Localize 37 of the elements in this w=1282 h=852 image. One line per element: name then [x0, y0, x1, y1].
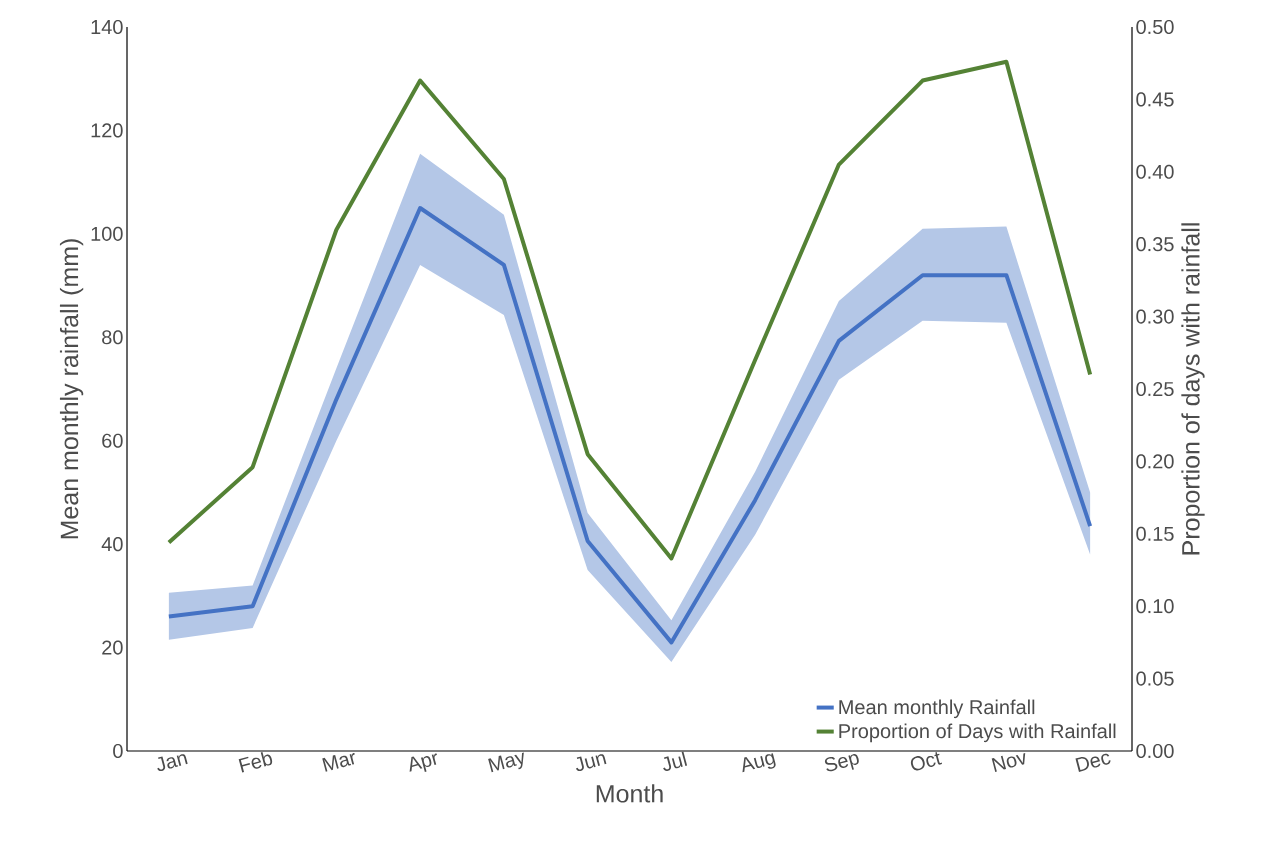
- y-axis-title: Mean monthly rainfall (mm): [59, 239, 84, 539]
- x-tick-label: Jul: [663, 751, 688, 771]
- y-tick-label: 60: [102, 433, 123, 448]
- y2-tick-label: 0.20: [1136, 454, 1174, 469]
- y-tick-label: 100: [91, 226, 123, 241]
- y2-tick-label: 0.00: [1136, 743, 1174, 759]
- x-axis-title: Month: [596, 784, 663, 803]
- y-tick-label: 20: [102, 640, 123, 655]
- y2-tick-label: 0.45: [1136, 92, 1174, 107]
- y-tick-label: 80: [102, 330, 123, 345]
- x-tick-label: Jun: [575, 754, 607, 772]
- y2-tick-label: 0.35: [1136, 237, 1174, 252]
- x-tick-label: Oct: [910, 751, 943, 771]
- y2-tick-label: 0.50: [1136, 19, 1174, 35]
- y-tick-label: 0: [113, 743, 123, 759]
- y2-tick-label: 0.40: [1136, 164, 1174, 179]
- y2-tick-label: 0.05: [1136, 671, 1174, 686]
- x-tick-label: May: [488, 752, 524, 773]
- y2-tick-label: 0.30: [1136, 309, 1174, 324]
- x-tick-label: Apr: [409, 753, 437, 772]
- y2-tick-label: 0.25: [1136, 381, 1174, 397]
- y2-tick-label: 0.15: [1136, 526, 1174, 541]
- x-tick-label: Nov: [991, 752, 1026, 772]
- y-tick-label: 40: [101, 537, 123, 552]
- x-tick-label: Dec: [1075, 753, 1111, 772]
- x-tick-label: Aug: [742, 753, 776, 773]
- x-tick-label: Mar: [322, 753, 355, 772]
- x-tick-label: Feb: [238, 752, 273, 773]
- y-tick-label: 140: [91, 19, 123, 35]
- x-tick-label: Jan: [157, 754, 188, 772]
- legend-label: Mean monthly Rainfall: [839, 699, 1035, 719]
- legend-label: Proportion of Days with Rainfall: [839, 723, 1116, 743]
- y2-axis-title: Proportion of days with rainfall: [1181, 223, 1205, 555]
- x-tick-label: Sep: [824, 753, 859, 772]
- y2-tick-label: 0.10: [1136, 599, 1174, 614]
- line-series: [166, 59, 1093, 561]
- y-tick-label: 120: [91, 123, 123, 138]
